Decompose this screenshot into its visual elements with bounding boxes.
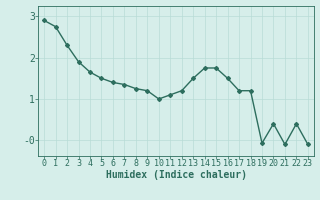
X-axis label: Humidex (Indice chaleur): Humidex (Indice chaleur) [106,170,246,180]
